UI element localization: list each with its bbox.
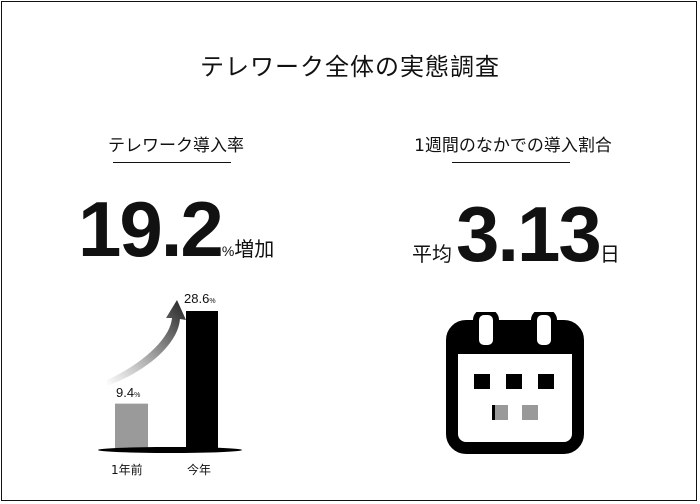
page-title: テレワーク全体の実態調査	[200, 53, 500, 81]
adoption-rate-divider	[113, 162, 231, 163]
weekly-ratio-divider	[452, 162, 570, 163]
bar-last-year	[115, 403, 148, 449]
adoption-increase-stat: 19.2%増加	[78, 190, 274, 268]
average-value: 3.13	[456, 190, 602, 278]
calendar-icon	[446, 312, 584, 454]
increase-value: 19.2	[78, 185, 224, 273]
growth-arrow-icon	[107, 300, 186, 386]
increase-unit: %	[221, 243, 235, 259]
bar-value-label-last-year: 9.4%	[116, 385, 141, 400]
increase-suffix: 増加	[234, 237, 275, 261]
average-prefix: 平均	[412, 242, 452, 266]
average-suffix: 日	[599, 242, 620, 266]
chart-baseline-shadow	[98, 447, 242, 453]
axis-label-this-year: 今年	[187, 463, 212, 477]
adoption-rate-label: テレワーク導入率	[108, 136, 244, 156]
weekly-average-stat: 平均3.13日	[412, 195, 620, 273]
bar-this-year	[186, 311, 218, 449]
bar-value-label-this-year: 28.6%	[184, 291, 216, 306]
axis-label-last-year: 1年前	[111, 463, 143, 477]
weekly-ratio-label: 1週間のなかでの導入割合	[414, 136, 612, 156]
